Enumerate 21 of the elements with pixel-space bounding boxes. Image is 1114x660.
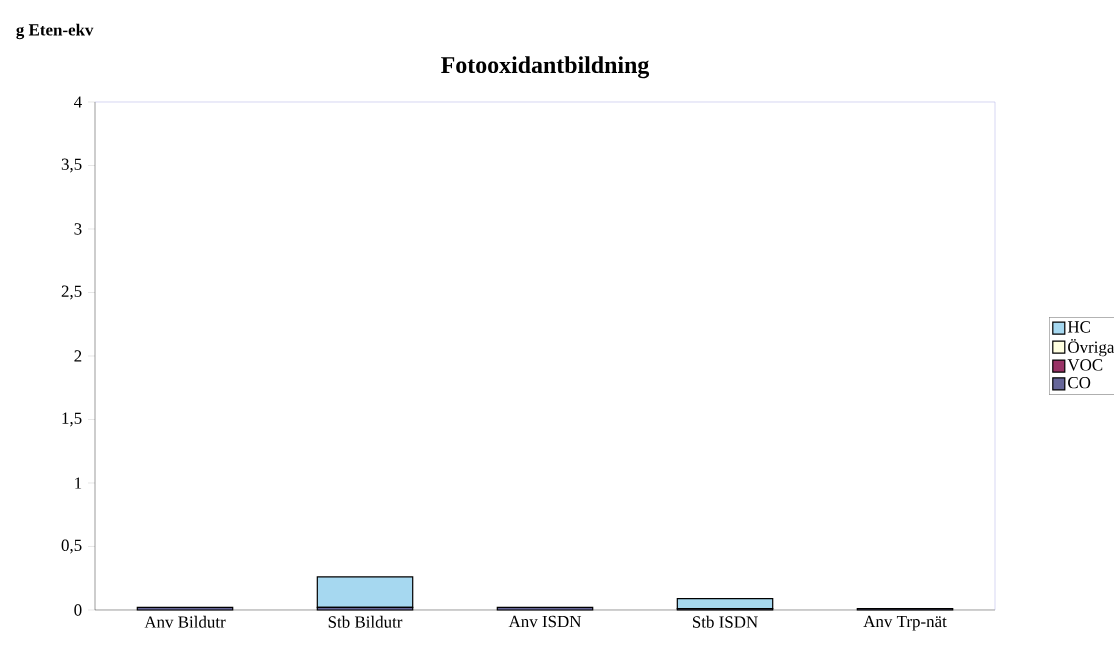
y-tick-label: 4	[74, 96, 82, 108]
chart-title: Fotooxidantbildning	[441, 56, 650, 79]
y-tick-label: 3,5	[61, 158, 82, 173]
x-tick-label: Anv Trp-nät	[863, 615, 947, 631]
legend-label: VOC	[1067, 359, 1103, 371]
x-tick-label: Stb ISDN	[692, 615, 758, 628]
y-tick-label: 0,5	[61, 539, 82, 554]
bar	[316, 576, 414, 609]
legend-label: CO	[1068, 376, 1091, 389]
y-tick-label: 3	[74, 223, 82, 235]
y-axis-title: g Eten-ekv	[16, 23, 94, 40]
x-tick-label: Stb Bildutr	[328, 615, 403, 628]
legend-label: Övriga	[1068, 338, 1114, 357]
y-tick-label: 2	[74, 350, 82, 362]
x-tick-label: Anv ISDN	[508, 615, 582, 628]
y-tick-label: 1	[75, 477, 82, 489]
legend-label: HC	[1067, 321, 1090, 333]
x-tick-label: Anv Bildutr	[144, 615, 226, 628]
y-tick-label: 1,5	[62, 412, 82, 427]
y-tick-label: 2,5	[61, 285, 82, 300]
y-tick-label: 0	[74, 604, 82, 616]
